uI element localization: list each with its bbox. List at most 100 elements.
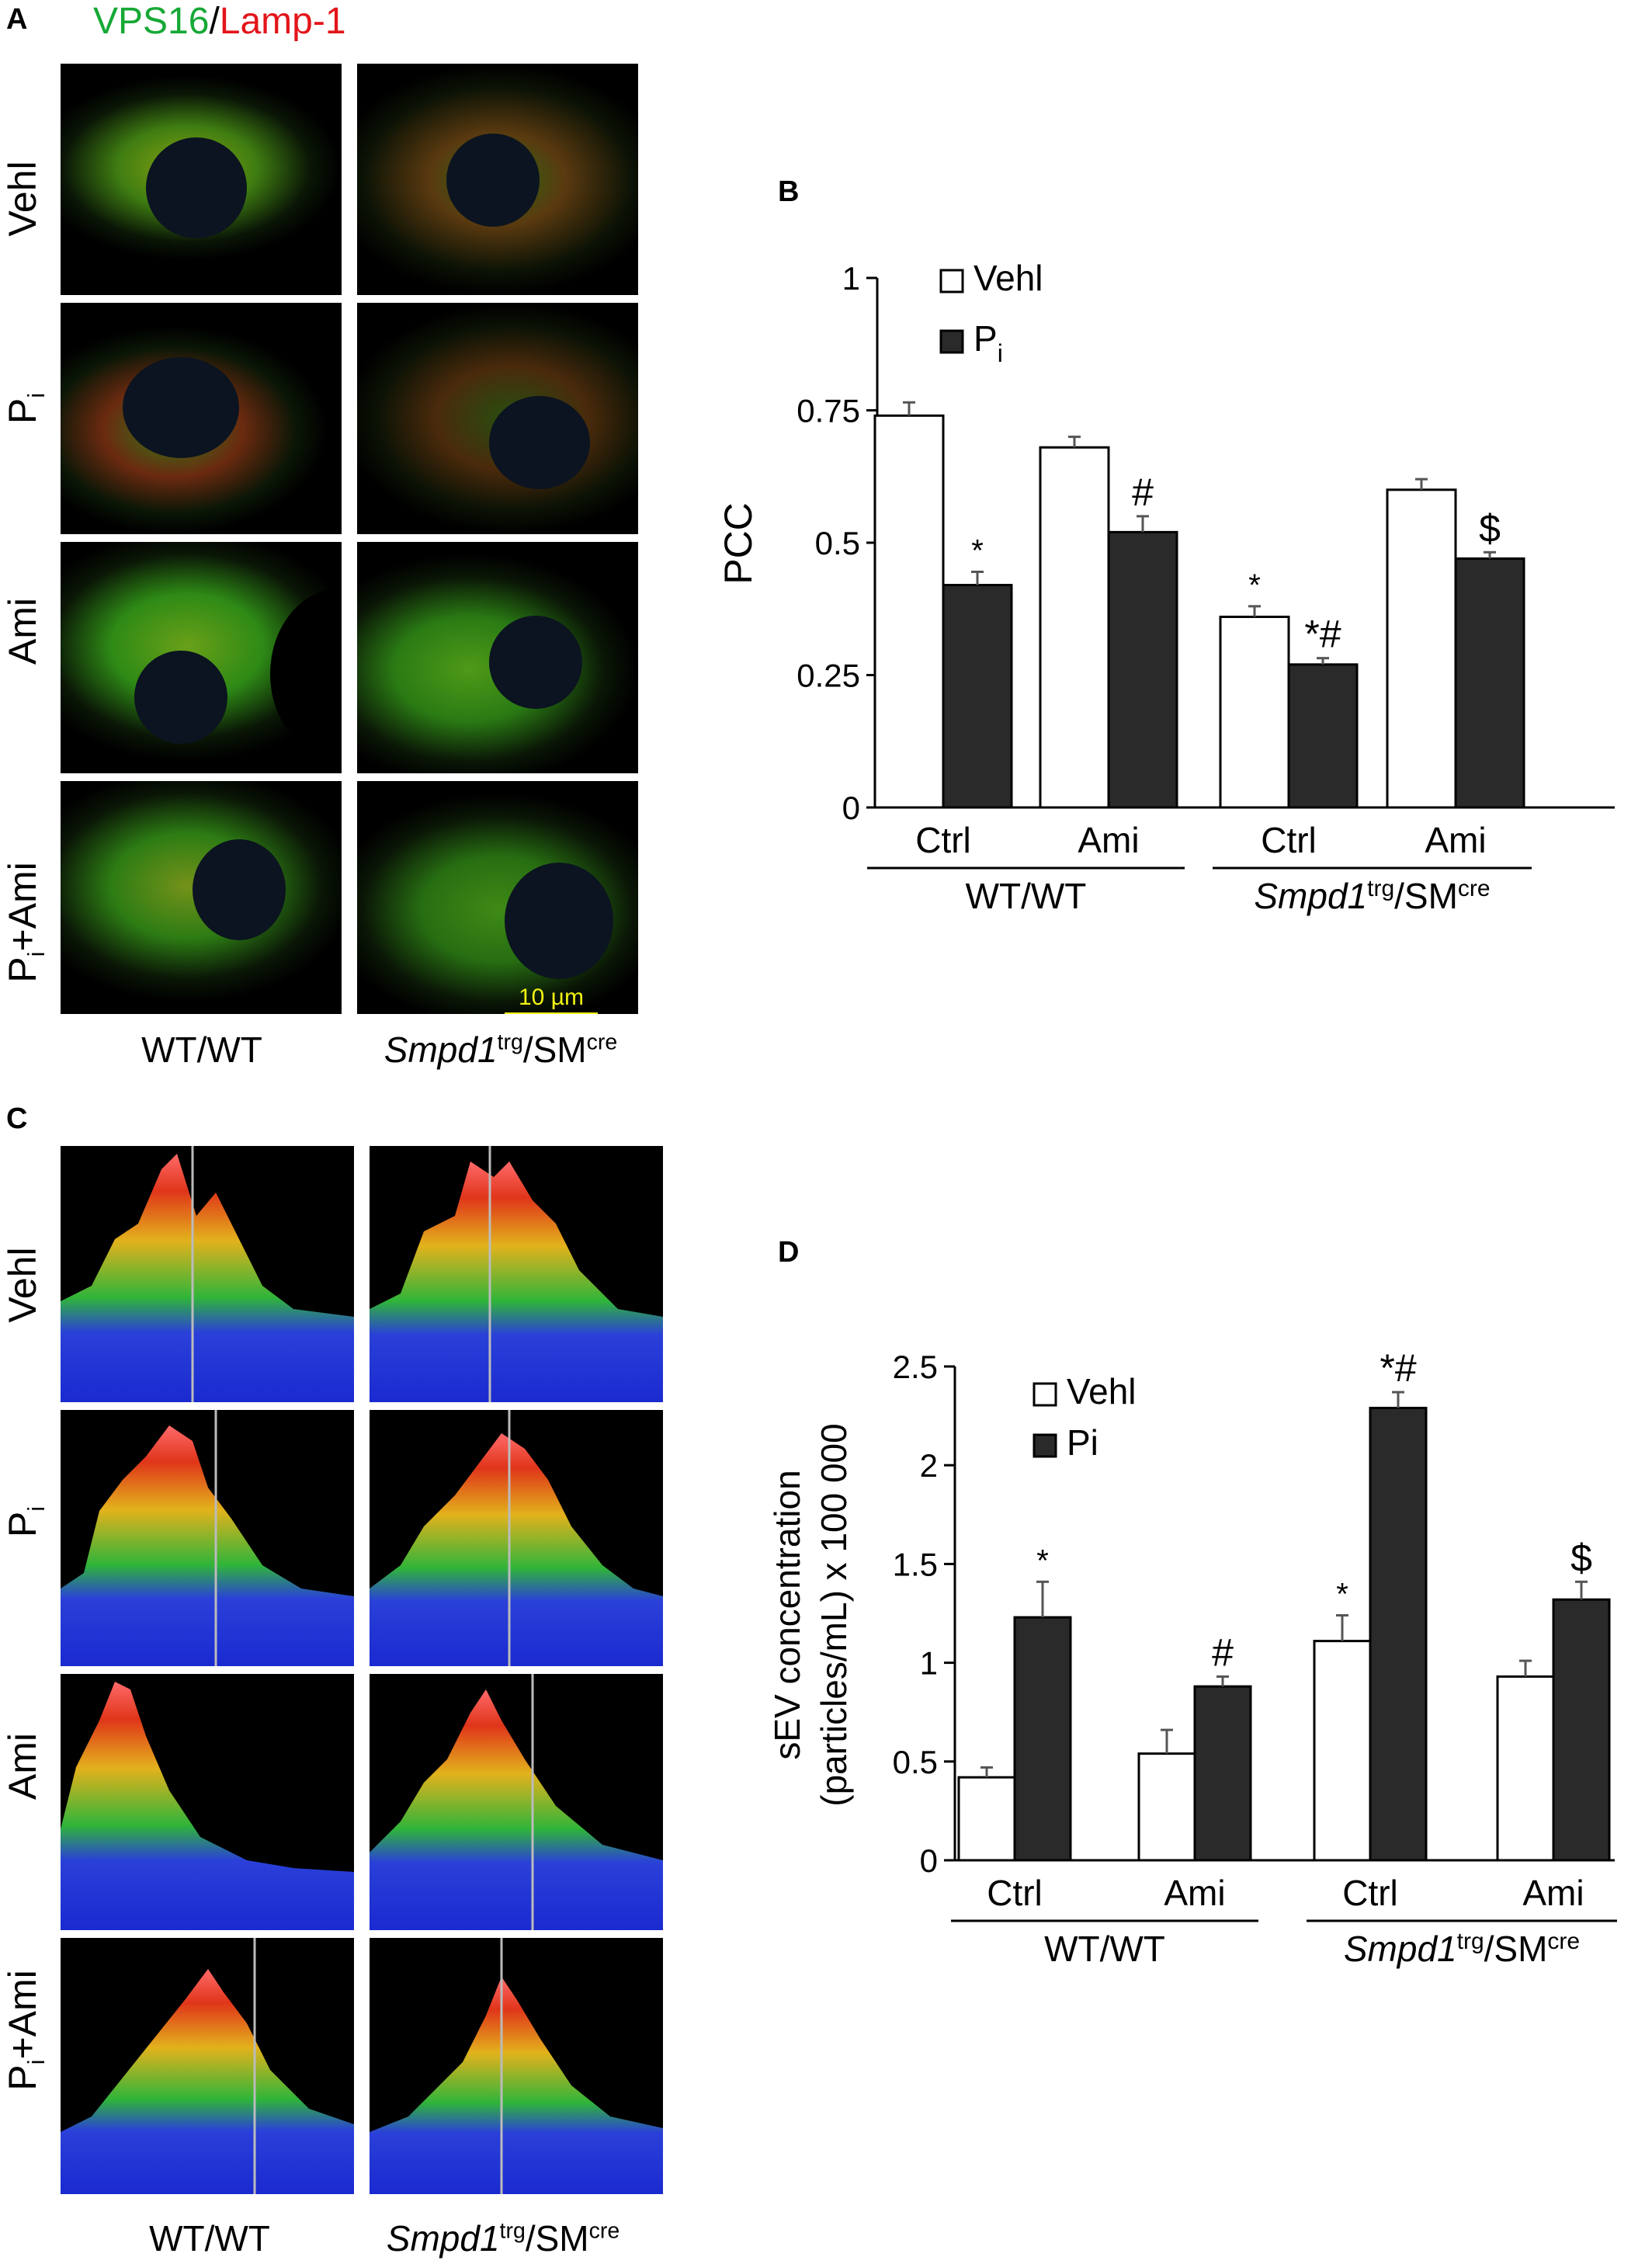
group-label-wt: WT/WT <box>966 876 1087 916</box>
category-label: Ctrl <box>987 1873 1043 1913</box>
legend-swatch-pi <box>1032 1433 1057 1458</box>
panel-b-label: B <box>778 175 800 208</box>
y-axis-label: PCC <box>717 502 760 585</box>
micrograph-smpd-pi <box>357 303 638 534</box>
bar-pi <box>1287 663 1359 809</box>
panel-c-col-wt: WT/WT <box>149 2218 270 2259</box>
panel-c-row-label-3: Ami <box>1 1732 44 1800</box>
panel-c-col-smpd: Smpd1trg/SMcre <box>386 2218 620 2259</box>
topoplot-wt-ami <box>61 1674 354 1930</box>
panel-d-label: D <box>778 1236 800 1269</box>
panel-a-title-sep: / <box>209 1 220 42</box>
y-tick-label: 1 <box>842 260 860 297</box>
bar-pi <box>1193 1685 1252 1862</box>
y-tick-label: 2 <box>920 1447 938 1484</box>
panel-c-label: C <box>6 1102 28 1135</box>
topoplot-wt-pi <box>61 1410 354 1666</box>
y-tick-label: 1 <box>920 1645 938 1682</box>
significance-mark: * <box>1036 1543 1049 1578</box>
topoplot-smpd-pi-ami-shape <box>370 1938 663 2194</box>
y-tick-label: 0 <box>842 790 860 826</box>
topoplot-wt-vehl-shape <box>61 1146 354 1402</box>
category-label: Ami <box>1164 1873 1225 1913</box>
micrograph-wt-ami <box>61 542 342 773</box>
topoplot-smpd-ami-shape <box>370 1674 663 1930</box>
panel-a-label: A <box>6 3 28 36</box>
significance-mark: $ <box>1479 506 1501 550</box>
bar-vehl <box>957 1776 1016 1862</box>
panel-a-col-wt: WT/WT <box>141 1030 262 1070</box>
bar-vehl <box>1313 1640 1372 1862</box>
panel-a-title: VPS16/Lamp-1 <box>93 0 346 43</box>
micrograph-wt-pi <box>61 303 342 534</box>
bar-vehl <box>1219 615 1290 809</box>
category-label: Ctrl <box>1261 820 1317 860</box>
significance-mark: $ <box>1570 1536 1592 1579</box>
topoplot-wt-pi-ami-shape <box>61 1938 354 2194</box>
topoplot-wt-pi-ami <box>61 1938 354 2194</box>
significance-mark: *# <box>1380 1346 1416 1390</box>
significance-mark: * <box>1336 1578 1348 1612</box>
significance-mark: # <box>1212 1630 1234 1674</box>
micrograph-wt-pi-ami <box>61 781 342 1014</box>
micrograph-smpd-pi-ami: 10 µm <box>357 781 638 1014</box>
panel-c-row-label-4: Pi+Ami <box>1 1970 50 2091</box>
bar-vehl <box>1496 1675 1555 1862</box>
panel-a-row-label-2: Pi <box>1 392 50 425</box>
y-tick-label: 2.5 <box>893 1349 938 1385</box>
legend-swatch-vehl <box>939 269 964 293</box>
micrograph-smpd-ami <box>357 542 638 773</box>
micrograph-wt-vehl <box>61 64 342 295</box>
topoplot-wt-ami-shape <box>61 1682 354 1930</box>
bar-pi <box>1552 1598 1611 1862</box>
legend-label-pi: Pi <box>974 318 1003 367</box>
bar-vehl <box>1386 488 1457 809</box>
panel-a-row-label-3: Ami <box>1 597 44 665</box>
y-axis-label-line2: (particles/mL) x 100 000 <box>814 1423 854 1806</box>
bar-pi <box>1013 1616 1072 1862</box>
topoplot-wt-pi-shape <box>61 1410 354 1666</box>
significance-mark: * <box>971 534 984 568</box>
topoplot-smpd-pi-ami <box>370 1938 663 2194</box>
panel-c-row-label-1: Vehl <box>1 1247 44 1323</box>
bar-pi <box>942 584 1013 809</box>
y-tick-label: 0.5 <box>815 525 860 561</box>
legend-label-pi: Pi <box>1067 1422 1098 1463</box>
bar-vehl <box>873 414 945 809</box>
panel-a-row-label-4: Pi+Ami <box>1 862 50 983</box>
y-tick-label: 0 <box>920 1842 938 1879</box>
category-label: Ctrl <box>915 820 971 860</box>
category-label: Ctrl <box>1342 1873 1398 1913</box>
scale-bar: 10 µm <box>505 984 598 1014</box>
group-label-smpd: Smpd1trg/SMcre <box>1344 1929 1580 1969</box>
topoplot-smpd-pi <box>370 1410 663 1666</box>
legend-swatch-pi <box>939 329 964 354</box>
significance-mark: # <box>1132 471 1154 514</box>
bar-vehl <box>1137 1752 1196 1862</box>
bar-pi <box>1107 530 1178 809</box>
legend-label-vehl: Vehl <box>974 258 1043 298</box>
y-tick-label: 0.25 <box>796 658 860 694</box>
category-label: Ami <box>1078 820 1139 860</box>
topoplot-smpd-vehl <box>370 1146 663 1402</box>
topoplot-smpd-vehl-shape <box>370 1146 663 1402</box>
category-label: Ami <box>1522 1873 1584 1913</box>
panel-a-col-smpd: Smpd1trg/SMcre <box>384 1030 618 1070</box>
group-label-wt: WT/WT <box>1044 1929 1165 1969</box>
category-label: Ami <box>1425 820 1486 860</box>
bar-vehl <box>1039 446 1110 809</box>
bar-pi <box>1454 557 1525 809</box>
significance-mark: *# <box>1304 613 1341 656</box>
micrograph-smpd-vehl <box>357 64 638 295</box>
bar-pi <box>1369 1406 1428 1862</box>
legend-swatch-vehl <box>1032 1382 1057 1407</box>
panel-a-title-red: Lamp-1 <box>219 1 346 42</box>
y-tick-label: 0.5 <box>893 1744 938 1780</box>
panel-c-row-label-2: Pi <box>1 1505 50 1538</box>
panel-a-title-green: VPS16 <box>93 1 210 42</box>
group-label-smpd: Smpd1trg/SMcre <box>1254 876 1490 916</box>
significance-mark: * <box>1248 568 1261 602</box>
panel-a-row-label-1: Vehl <box>1 161 44 237</box>
